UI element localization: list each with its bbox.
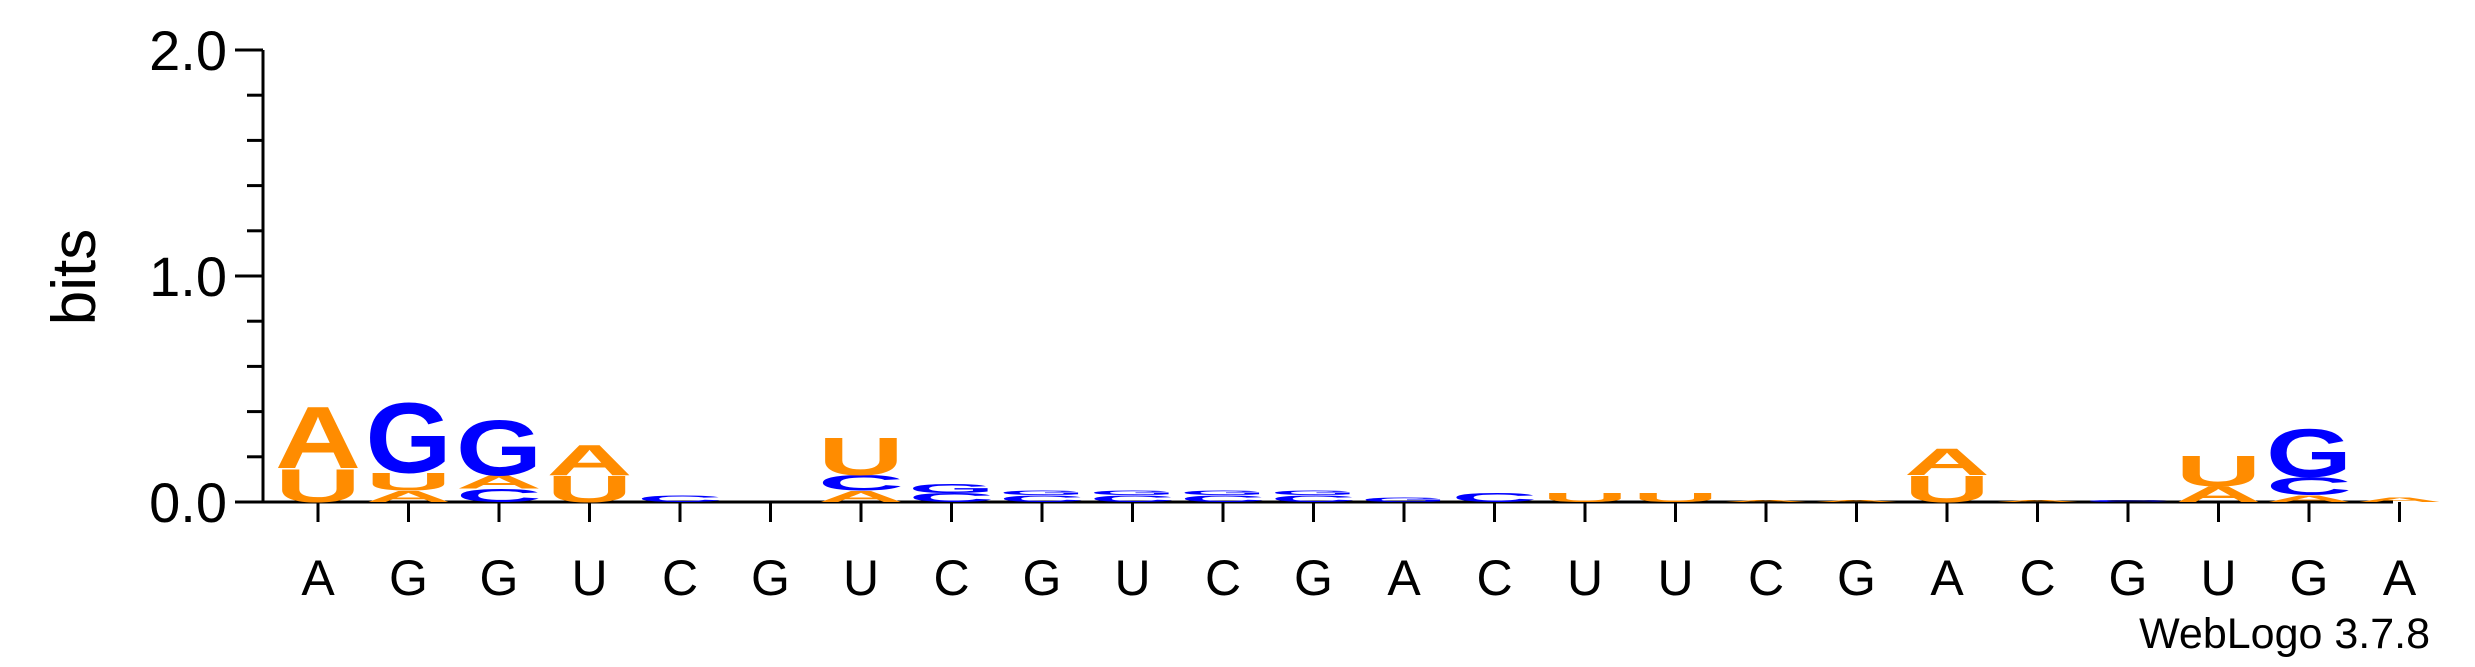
- logo-letter-a: A: [2176, 482, 2262, 507]
- logo-column: A: [2357, 496, 2443, 503]
- weblogo-credit: WebLogo 3.7.8: [2139, 610, 2430, 658]
- x-tick-label: U: [571, 550, 607, 606]
- x-tick-label: G: [2109, 550, 2148, 606]
- x-tick-label: G: [1837, 550, 1876, 606]
- y-axis: 0.0 1.0 2.0: [149, 19, 265, 534]
- logo-letter-c: C: [1271, 494, 1357, 504]
- logo-column: U: [1542, 491, 1628, 505]
- x-tick-label: C: [933, 550, 969, 606]
- logo-column: A: [1814, 499, 1900, 503]
- x-tick-label: U: [1114, 550, 1150, 606]
- logo-letter-u: U: [366, 468, 452, 496]
- x-tick-label: G: [751, 550, 790, 606]
- logo-letter-u: U: [818, 426, 904, 486]
- x-tick-label: U: [843, 550, 879, 606]
- logo-letter-g: G: [2266, 415, 2352, 492]
- logo-column: UA: [1904, 441, 1990, 510]
- logo-column: ACG: [2266, 415, 2352, 504]
- logo-letter-g: G: [1361, 496, 1447, 503]
- x-tick-label: U: [2200, 550, 2236, 606]
- logo-letter-a: A: [1814, 499, 1900, 503]
- logo-column: C: [1452, 491, 1538, 505]
- logo-letter-c: C: [818, 471, 904, 496]
- logo-letter-u: U: [1542, 491, 1628, 505]
- logo-letter-a: A: [2266, 494, 2352, 504]
- x-tick-label: A: [2383, 550, 2417, 606]
- logo-letter-a: A: [547, 436, 633, 485]
- x-tick-label: C: [1205, 550, 1241, 606]
- logo-column: CAG: [456, 404, 542, 506]
- x-tick-label: G: [389, 550, 428, 606]
- y-tick-label: 0.0: [149, 471, 227, 534]
- x-tick-label: U: [1657, 550, 1693, 606]
- logo-column: ACU: [818, 426, 904, 505]
- y-tick-label: 1.0: [149, 245, 227, 308]
- x-tick-label: U: [1567, 550, 1603, 606]
- x-tick-label: C: [662, 550, 698, 606]
- logo-letter-c: C: [999, 494, 1085, 504]
- logo-letter-g: G: [366, 382, 452, 494]
- logo-letter-c: C: [1452, 491, 1538, 505]
- logo-letter-a: A: [2357, 496, 2443, 503]
- y-tick-label: 2.0: [149, 19, 227, 82]
- logo-letter-g: G: [999, 490, 1085, 497]
- logo-letter-a: A: [818, 488, 904, 506]
- x-tick-label: G: [2290, 550, 2329, 606]
- logo-letter-g: G: [1180, 490, 1266, 497]
- logo-column: A: [1723, 499, 1809, 503]
- logo-letter-g: G: [909, 482, 995, 496]
- logo-letter-c: C: [1090, 494, 1176, 504]
- logo-column: UA: [547, 436, 633, 510]
- x-tick-label: A: [1387, 550, 1421, 606]
- logo-column: U: [1633, 491, 1719, 505]
- logo-letter-u: U: [1904, 468, 1990, 510]
- x-tick-label: G: [480, 550, 519, 606]
- logo-column: AUG: [366, 382, 452, 505]
- y-ticks: 0.0 1.0 2.0: [149, 19, 263, 534]
- logo-letter-c: C: [1180, 494, 1266, 504]
- logo-column: CG: [1271, 490, 1357, 504]
- logo-letter-a: A: [456, 472, 542, 493]
- logo-letter-c: C: [456, 485, 542, 506]
- logo-letter-g: G: [1271, 490, 1357, 497]
- logo-column: AU: [2176, 447, 2262, 507]
- logo-letter-u: U: [2176, 447, 2262, 496]
- logo-column: G: [1361, 496, 1447, 503]
- x-tick-label: C: [1476, 550, 1512, 606]
- logo-letter-a: A: [366, 488, 452, 506]
- logo-letter-a: A: [1723, 499, 1809, 503]
- logo-letter-a: A: [275, 389, 361, 487]
- logo-letter-u: U: [547, 468, 633, 510]
- logo-column: A: [1995, 499, 2081, 503]
- x-tick-label: C: [2019, 550, 2055, 606]
- x-tick-label: A: [1930, 550, 1964, 606]
- x-tick-label: C: [1748, 550, 1784, 606]
- logo-letter-c: C: [2266, 473, 2352, 501]
- logo-column: UA: [275, 389, 361, 512]
- x-tick-label: G: [1294, 550, 1333, 606]
- logo-letter-a: A: [1995, 499, 2081, 503]
- logo-column: CG: [909, 482, 995, 505]
- logo-letter-u: U: [1633, 491, 1719, 505]
- y-axis-label: bits: [40, 229, 109, 325]
- logo-column: C: [2085, 499, 2171, 503]
- logo-letter-u: U: [275, 460, 361, 513]
- x-tick-label: G: [1023, 550, 1062, 606]
- logo-letter-a: A: [1904, 441, 1990, 483]
- logo-column: C: [637, 494, 723, 504]
- logo-column: CG: [999, 490, 1085, 504]
- logo-letter-g: G: [456, 404, 542, 492]
- logo-letter-c: C: [909, 491, 995, 505]
- logo-column: CG: [1090, 490, 1176, 504]
- logo-letter-c: C: [637, 494, 723, 504]
- logo-column: CG: [1180, 490, 1266, 504]
- x-tick-label: A: [301, 550, 335, 606]
- logo-letter-g: G: [1090, 490, 1176, 497]
- logo-letter-c: C: [2085, 499, 2171, 503]
